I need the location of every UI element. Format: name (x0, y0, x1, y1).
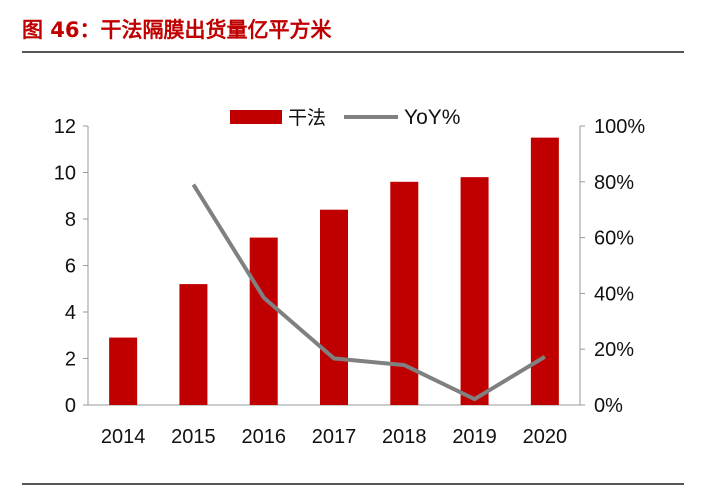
right-tick-label: 20% (594, 339, 634, 361)
right-tick-label: 100% (594, 116, 645, 138)
title-rule (22, 51, 684, 53)
left-tick-label: 4 (65, 302, 76, 324)
bar-2015 (179, 284, 208, 405)
bar-2019 (460, 177, 489, 405)
x-tick-label: 2016 (241, 426, 286, 448)
bar-2016 (249, 237, 278, 405)
yoy-line (191, 183, 546, 402)
left-tick-label: 6 (65, 256, 76, 278)
right-tick-label: 0% (594, 395, 623, 417)
bar-2017 (320, 209, 348, 405)
left-tick-label: 10 (54, 163, 76, 185)
left-tick-label: 12 (54, 116, 76, 138)
x-tick-label: 2015 (171, 426, 216, 448)
chart-title: 图 46：干法隔膜出货量亿平方米 (22, 18, 332, 42)
left-tick-label: 2 (65, 349, 76, 371)
legend-bar-label: 干法 (288, 107, 326, 129)
x-tick-label: 2020 (523, 426, 568, 448)
x-tick-label: 2017 (312, 426, 357, 448)
x-tick-label: 2014 (101, 426, 146, 448)
legend-line-label: YoY% (404, 106, 460, 129)
right-tick-label: 40% (594, 283, 634, 305)
bar-2014 (109, 337, 138, 405)
x-tick-label: 2018 (382, 426, 427, 448)
left-tick-label: 0 (65, 395, 76, 417)
x-tick-label: 2019 (452, 426, 497, 448)
legend-bar-swatch (230, 110, 282, 124)
right-tick-label: 80% (594, 172, 634, 194)
left-tick-label: 8 (65, 209, 76, 231)
right-tick-label: 60% (594, 228, 634, 250)
bottom-rule (22, 483, 684, 485)
